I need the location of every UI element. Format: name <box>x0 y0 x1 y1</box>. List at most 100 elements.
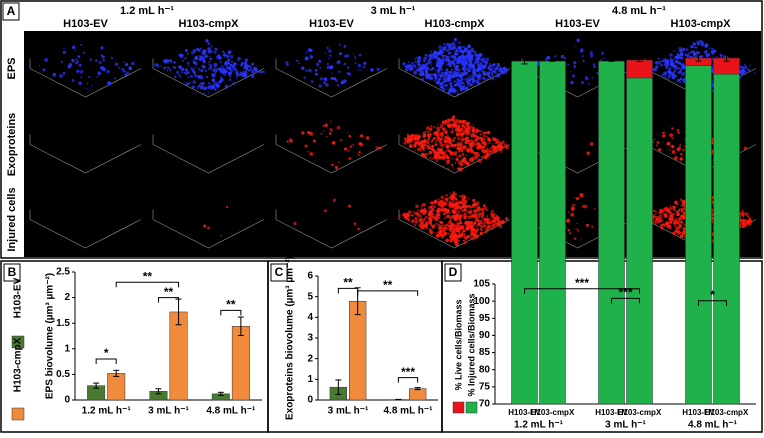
significance-label: ** <box>164 285 174 299</box>
signal-dot <box>459 195 462 198</box>
signal-dot <box>656 144 658 146</box>
signal-dot <box>210 69 211 70</box>
signal-dot <box>339 44 341 46</box>
row-label: EPS <box>6 57 18 79</box>
signal-dot <box>428 75 430 77</box>
signal-dot <box>475 225 477 227</box>
signal-dot <box>178 74 180 76</box>
signal-dot <box>75 61 78 64</box>
signal-dot <box>492 143 493 144</box>
bar <box>349 301 366 400</box>
signal-dot <box>576 223 577 224</box>
signal-dot <box>665 67 667 69</box>
signal-dot <box>442 86 443 87</box>
signal-dot <box>461 124 464 127</box>
y-tick-label: 1 <box>307 374 313 385</box>
signal-dot <box>580 193 584 197</box>
signal-dot <box>445 194 447 196</box>
signal-dot <box>675 220 676 221</box>
signal-dot <box>343 64 345 66</box>
signal-dot <box>571 207 575 211</box>
signal-dot <box>330 77 333 80</box>
signal-dot <box>472 69 475 72</box>
signal-dot <box>410 138 413 141</box>
signal-dot <box>187 53 189 55</box>
signal-dot <box>339 52 342 55</box>
signal-dot <box>413 215 414 216</box>
signal-dot <box>742 225 745 228</box>
signal-dot <box>449 207 451 209</box>
signal-dot <box>453 122 457 126</box>
signal-dot <box>456 226 457 227</box>
y-tick-label: 5 <box>307 291 313 302</box>
signal-dot <box>39 65 41 67</box>
signal-dot <box>484 74 486 76</box>
signal-dot <box>461 78 463 80</box>
signal-dot <box>430 73 432 75</box>
y-tick-label: 6 <box>307 271 313 282</box>
signal-dot <box>221 235 223 237</box>
signal-dot <box>480 130 482 132</box>
signal-dot <box>436 155 440 159</box>
signal-dot <box>434 51 437 54</box>
signal-dot <box>576 197 579 200</box>
signal-dot <box>98 61 101 64</box>
signal-dot <box>323 131 324 132</box>
signal-dot <box>229 76 231 78</box>
signal-dot <box>475 203 478 206</box>
signal-dot <box>442 146 444 148</box>
signal-dot <box>474 62 476 64</box>
signal-dot <box>333 199 336 202</box>
signal-dot <box>209 64 212 67</box>
signal-dot <box>427 78 428 79</box>
signal-dot <box>208 82 210 84</box>
signal-dot <box>471 148 472 149</box>
signal-dot <box>677 54 681 58</box>
signal-dot <box>448 52 451 55</box>
signal-dot <box>450 82 453 85</box>
signal-dot <box>444 144 446 146</box>
signal-dot <box>329 66 332 69</box>
signal-dot <box>594 208 596 210</box>
signal-dot <box>470 237 473 240</box>
signal-dot <box>435 140 438 143</box>
signal-dot <box>468 198 470 200</box>
signal-dot <box>445 139 448 142</box>
signal-dot <box>327 63 329 65</box>
signal-dot <box>453 211 456 214</box>
strain-header: H103-cmpX <box>179 18 240 30</box>
signal-dot <box>159 66 160 67</box>
signal-dot <box>423 140 426 143</box>
signal-dot <box>593 66 595 68</box>
y-tick-label: 0 <box>307 395 313 406</box>
signal-dot <box>346 54 349 57</box>
signal-dot <box>444 120 446 122</box>
x-tick-label: H103-cmpX <box>531 408 575 417</box>
signal-dot <box>463 145 467 149</box>
signal-dot <box>77 55 79 57</box>
signal-dot <box>437 214 440 217</box>
signal-dot <box>180 54 184 58</box>
signal-dot <box>686 54 688 56</box>
signal-dot <box>409 144 413 148</box>
signal-dot <box>740 224 741 225</box>
signal-dot <box>442 51 444 53</box>
signal-dot <box>676 60 677 61</box>
signal-dot <box>474 229 478 233</box>
signal-dot <box>467 150 470 153</box>
signal-dot <box>464 48 468 52</box>
signal-dot <box>456 128 460 132</box>
signal-dot <box>582 55 584 57</box>
signal-dot <box>481 213 485 217</box>
signal-dot <box>452 193 455 196</box>
signal-dot <box>582 205 585 208</box>
signal-dot <box>363 66 365 68</box>
signal-dot <box>333 77 336 80</box>
signal-dot <box>747 69 750 72</box>
signal-dot <box>662 211 664 213</box>
signal-dot <box>496 66 498 68</box>
signal-dot <box>231 61 233 63</box>
signal-dot <box>457 93 459 95</box>
signal-dot <box>427 146 430 149</box>
signal-dot <box>452 228 455 231</box>
